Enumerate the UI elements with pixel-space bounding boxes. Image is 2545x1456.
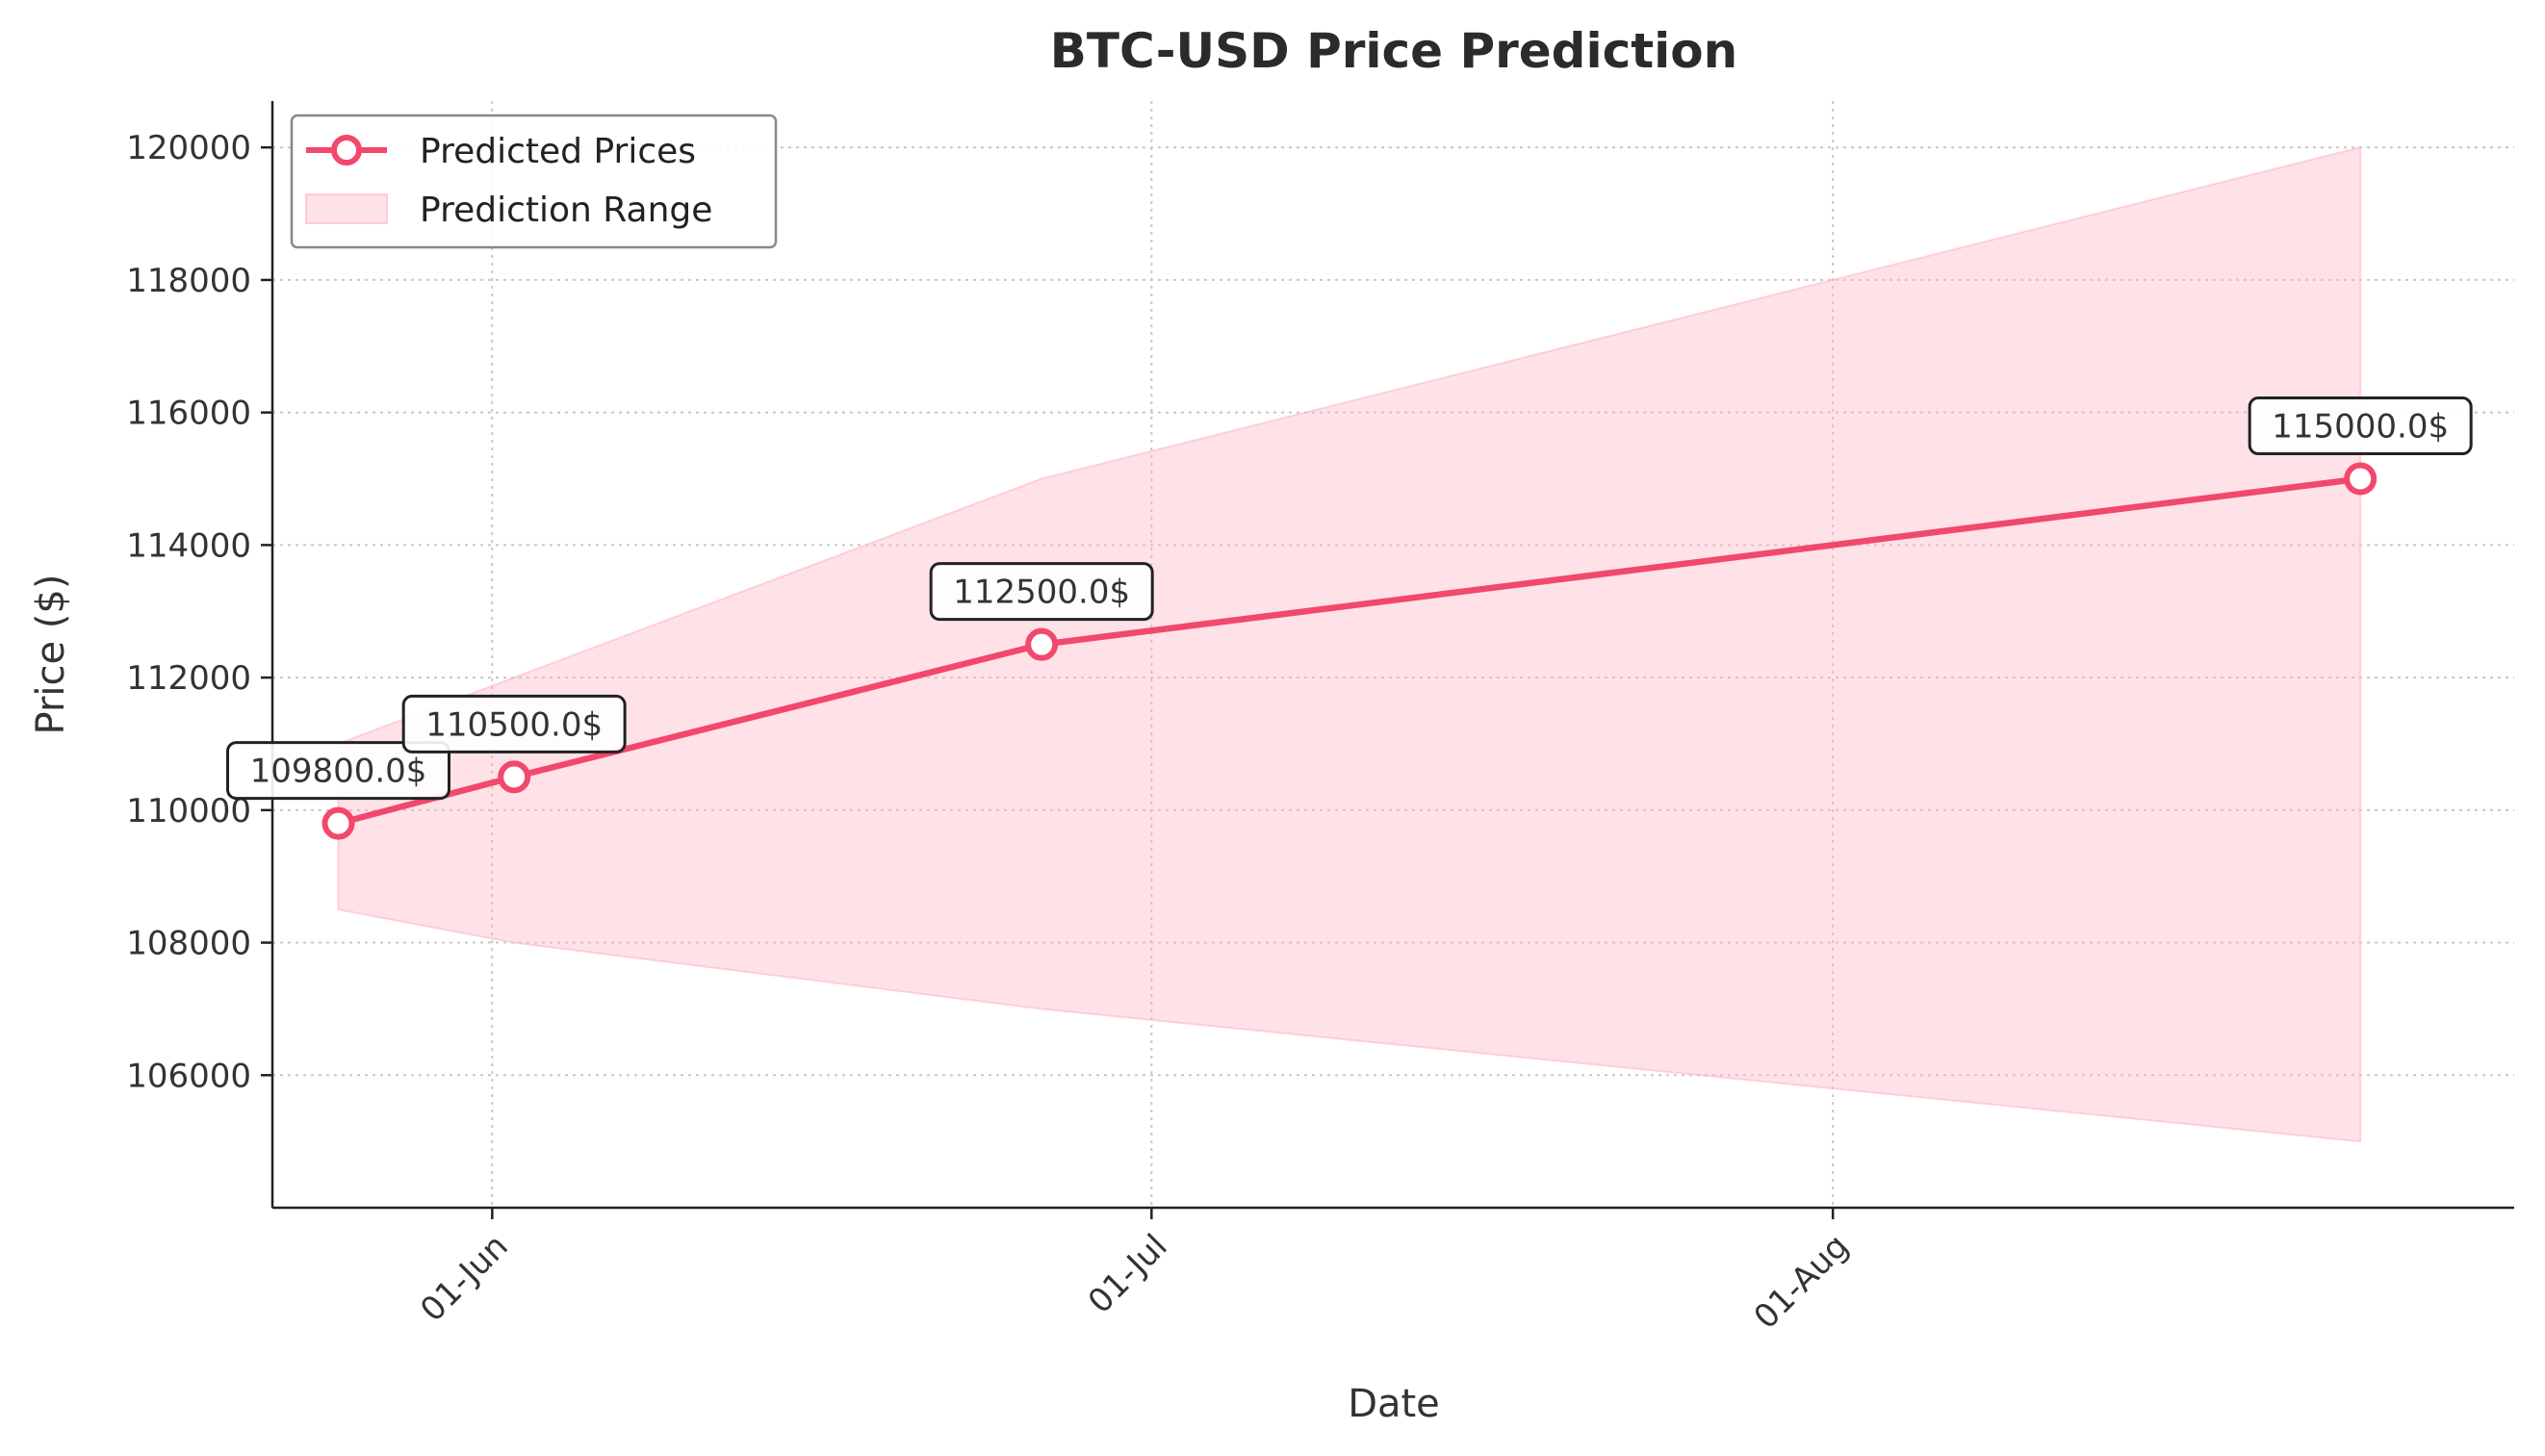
legend-band-swatch (305, 193, 388, 224)
predicted-prices-line (335, 475, 2364, 827)
annotation-label: 109800.0$ (250, 753, 427, 791)
annotation-box (226, 741, 450, 801)
legend-box (290, 114, 778, 249)
annotations: 109800.0$ 110500.0$ 112500.0$ 115000.0$ (226, 396, 2473, 801)
predicted-price-point (1025, 627, 1059, 661)
annotation-box (2248, 396, 2473, 456)
y-tick-label: 108000 (126, 925, 251, 963)
x-axis-label: Date (1348, 1382, 1440, 1426)
predicted-prices-line-layer (321, 462, 2378, 840)
y-ticks: 106000 108000 110000 112000 114000 116000 1180… (126, 129, 272, 1095)
price-annotation: 109800.0$ (226, 741, 450, 801)
predicted-price-point (2344, 462, 2378, 496)
y-tick-label: 112000 (126, 659, 251, 698)
legend: Predicted Prices Prediction Range (290, 114, 778, 249)
predicted-price-point (321, 806, 355, 840)
y-tick-label: 116000 (126, 395, 251, 433)
prediction-range-band-layer (337, 145, 2362, 1143)
price-annotation: 112500.0$ (929, 562, 1154, 622)
y-tick-label: 114000 (126, 526, 251, 565)
price-annotation: 110500.0$ (401, 694, 627, 754)
annotation-box (401, 694, 627, 754)
x-tick-label: 01-Aug (1747, 1227, 1857, 1337)
annotation-label: 112500.0$ (953, 574, 1130, 612)
prediction-range-band (337, 145, 2362, 1143)
y-tick-label: 120000 (126, 129, 251, 167)
legend-marker-swatch (331, 135, 362, 166)
annotation-label: 115000.0$ (2272, 408, 2449, 447)
y-axis-label: Price ($) (29, 575, 73, 735)
axes (270, 101, 2514, 1210)
legend-label-prediction-range: Prediction Range (420, 191, 712, 230)
y-tick-label: 106000 (126, 1057, 251, 1095)
x-tick-label: 01-Jun (413, 1227, 515, 1329)
annotation-box (929, 562, 1154, 622)
chart-title: BTC-USD Price Prediction (1050, 23, 1738, 79)
legend-label-predicted-prices: Predicted Prices (420, 132, 696, 171)
x-ticks: 01-Jun 01-Jul 01-Aug (413, 1208, 1857, 1337)
predicted-price-point (498, 760, 531, 794)
annotation-label: 110500.0$ (425, 705, 603, 744)
x-tick-label: 01-Jul (1081, 1227, 1175, 1321)
price-annotation: 115000.0$ (2248, 396, 2473, 456)
y-tick-label: 118000 (126, 262, 251, 300)
y-tick-label: 110000 (126, 792, 251, 830)
